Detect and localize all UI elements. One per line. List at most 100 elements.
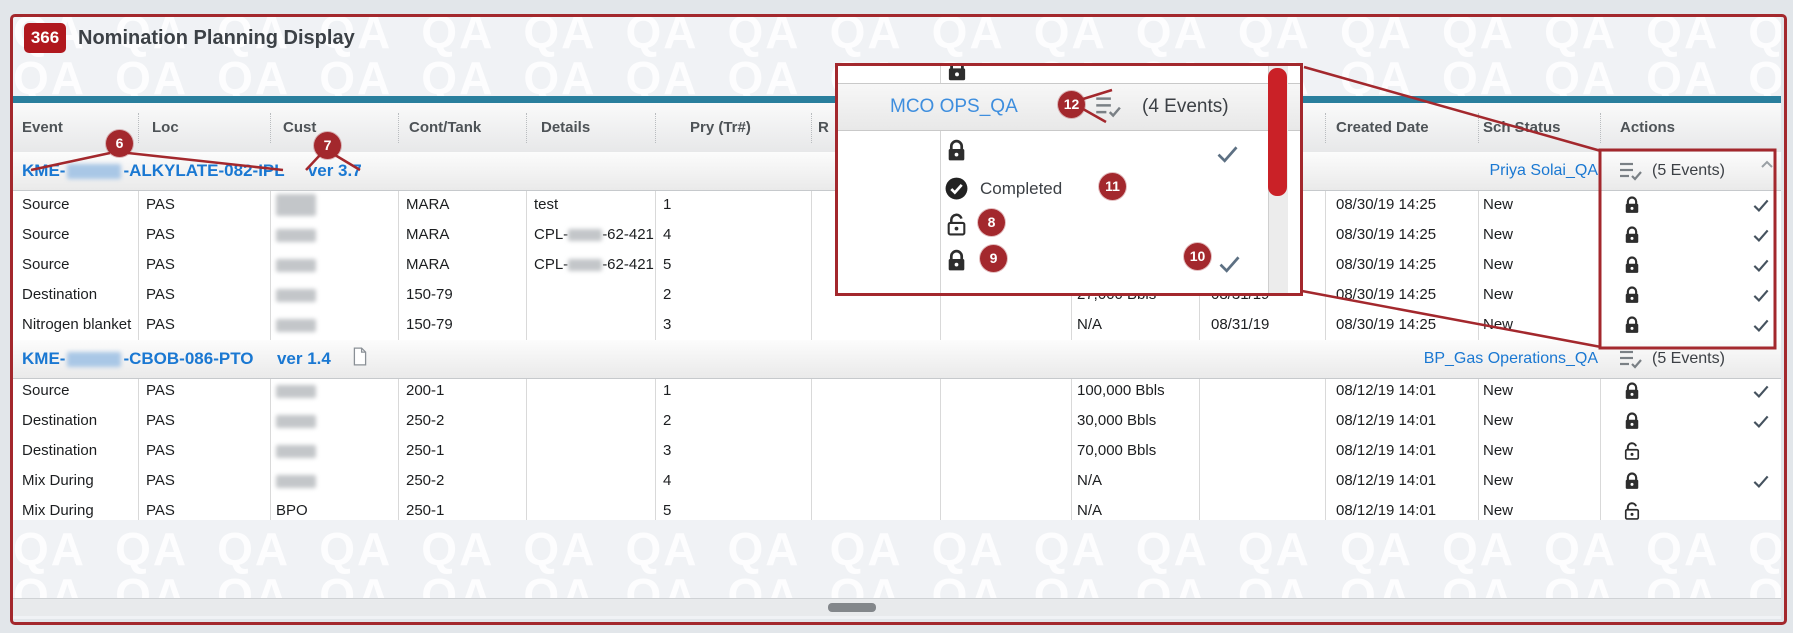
lock-closed-icon[interactable]: [944, 66, 970, 83]
cell-loc: PAS: [146, 286, 175, 303]
table-row[interactable]: Destination PAS 250-2 2 30,000 Bbls 08/1…: [13, 406, 1781, 437]
cell-loc: PAS: [146, 502, 175, 519]
cell-cust: BPO: [276, 502, 308, 519]
qa-watermark-bottom: QA QA QA QA QA QA QA QA QA QA QA QA QA Q…: [13, 523, 1781, 598]
cell-sch-status: New: [1483, 316, 1514, 333]
cell-qty: 100,000 Bbls: [1077, 382, 1165, 399]
cell-cont-tank: 200-1: [406, 382, 445, 399]
lock-closed-icon[interactable]: [944, 248, 969, 273]
lock-open-icon[interactable]: [944, 212, 969, 237]
check-icon[interactable]: [1751, 471, 1771, 491]
inset-events-count[interactable]: (4 Events): [1142, 96, 1229, 117]
table-row[interactable]: Mix During PAS BPO 250-1 5 N/A 08/12/19 …: [13, 496, 1781, 520]
cell-created-date: 08/12/19 14:01: [1336, 502, 1437, 519]
lock-closed-icon[interactable]: [1622, 411, 1642, 431]
cell-sch-status: New: [1483, 286, 1514, 303]
col-header-created[interactable]: Created Date: [1336, 119, 1429, 136]
cell-sch-status: New: [1483, 226, 1514, 243]
cell-qty: 70,000 Bbls: [1077, 442, 1157, 459]
col-header-event[interactable]: Event: [22, 119, 63, 136]
check-icon[interactable]: [1216, 250, 1243, 282]
check-icon[interactable]: [1751, 411, 1771, 431]
cell-sch-status: New: [1483, 196, 1514, 213]
cell-cont-tank: 250-2: [406, 412, 445, 429]
cell-sch-status: New: [1483, 472, 1514, 489]
group1-version: ver 3.7: [307, 161, 362, 180]
group2-owner-link[interactable]: BP_Gas Operations_QA: [1423, 350, 1598, 367]
table-row[interactable]: Nitrogen blanket PAS 150-79 3 N/A 08/31/…: [13, 310, 1781, 341]
lock-closed-icon[interactable]: [1622, 471, 1642, 491]
check-icon[interactable]: [1751, 225, 1771, 245]
table-row[interactable]: Source PAS 200-1 1 100,000 Bbls 08/12/19…: [13, 376, 1781, 407]
cell-sch-status: New: [1483, 442, 1514, 459]
col-header-sch-status[interactable]: Sch Status: [1483, 119, 1561, 136]
cell-cust-redacted: [276, 466, 316, 496]
check-icon[interactable]: [1214, 140, 1241, 172]
col-header-cont-tank[interactable]: Cont/Tank: [409, 119, 482, 136]
table-row[interactable]: Mix During PAS 250-2 4 N/A 08/12/19 14:0…: [13, 466, 1781, 497]
lock-closed-icon[interactable]: [1622, 225, 1642, 245]
cell-details: CPL- -62-421: [534, 226, 654, 243]
callout-badge-11: 11: [1099, 173, 1126, 200]
cell-created-date: 08/30/19 14:25: [1336, 196, 1437, 213]
check-icon[interactable]: [1751, 195, 1771, 215]
cell-pry: 5: [663, 502, 672, 519]
cell-event: Source: [22, 196, 70, 213]
cell-pry: 3: [663, 442, 672, 459]
cell-pry: 4: [663, 226, 672, 243]
lock-open-icon[interactable]: [1622, 501, 1642, 520]
col-header-actions[interactable]: Actions: [1620, 119, 1676, 136]
cell-event: Destination: [22, 442, 98, 459]
check-icon[interactable]: [1751, 255, 1771, 275]
cell-loc: PAS: [146, 196, 175, 213]
events-list-icon[interactable]: [1618, 348, 1642, 375]
cell-event: Source: [22, 382, 70, 399]
lock-closed-icon[interactable]: [944, 138, 969, 163]
lock-open-icon[interactable]: [1622, 441, 1642, 461]
group2-events-count[interactable]: (5 Events): [1652, 350, 1725, 367]
cell-cust-redacted: [276, 310, 316, 340]
lock-closed-icon[interactable]: [1622, 381, 1642, 401]
check-icon[interactable]: [1751, 381, 1771, 401]
col-header-loc[interactable]: Loc: [152, 119, 179, 136]
events-list-icon[interactable]: [1618, 160, 1642, 187]
page-title: Nomination Planning Display: [78, 27, 355, 49]
cell-loc: PAS: [146, 382, 175, 399]
col-header-pry[interactable]: Pry (Tr#): [690, 119, 751, 136]
group1-owner-link[interactable]: Priya Solai_QA: [1489, 162, 1599, 179]
inset-owner-link[interactable]: MCO OPS_QA: [890, 96, 1018, 117]
inset-scrollbar-thumb[interactable]: [1268, 68, 1287, 196]
cell-cust-redacted: [276, 190, 316, 220]
cell-created-date: 08/12/19 14:01: [1336, 382, 1437, 399]
col-header-r-partial[interactable]: R: [818, 119, 829, 136]
col-header-cust[interactable]: Cust: [283, 119, 317, 136]
group2-nomination-link[interactable]: KME- -CBOB-086-PTO ver 1.4: [22, 340, 368, 378]
cell-loc: PAS: [146, 472, 175, 489]
chevron-up-icon[interactable]: [1760, 156, 1774, 174]
horizontal-scrollbar-thumb[interactable]: [828, 603, 876, 612]
table-row[interactable]: Destination PAS 250-1 3 70,000 Bbls 08/1…: [13, 436, 1781, 467]
group2-version: ver 1.4: [276, 349, 331, 368]
group1-nomination-link[interactable]: KME- -ALKYLATE-082-IPL ver 3.7: [22, 161, 362, 180]
lock-closed-icon[interactable]: [1622, 315, 1642, 335]
cell-sch-status: New: [1483, 502, 1514, 519]
group2-band: KME- -CBOB-086-PTO ver 1.4 BP_Gas Operati…: [13, 340, 1781, 379]
check-icon[interactable]: [1751, 315, 1771, 335]
events-list-icon[interactable]: [1094, 94, 1121, 124]
lock-closed-icon[interactable]: [1622, 255, 1642, 275]
cell-qty: N/A: [1077, 472, 1103, 489]
cell-pry: 1: [663, 196, 672, 213]
cell-event: Nitrogen blanket: [22, 316, 132, 333]
lock-closed-icon[interactable]: [1622, 195, 1642, 215]
completed-circle-check-icon[interactable]: [944, 176, 969, 201]
cell-loc: PAS: [146, 442, 175, 459]
group1-events-count[interactable]: (5 Events): [1652, 162, 1725, 179]
check-icon[interactable]: [1751, 285, 1771, 305]
cell-created-date: 08/12/19 14:01: [1336, 412, 1437, 429]
document-icon[interactable]: [352, 347, 368, 371]
horizontal-scrollbar[interactable]: [13, 598, 1781, 616]
cell-event: Source: [22, 256, 70, 273]
lock-closed-icon[interactable]: [1622, 285, 1642, 305]
col-header-details[interactable]: Details: [541, 119, 591, 136]
